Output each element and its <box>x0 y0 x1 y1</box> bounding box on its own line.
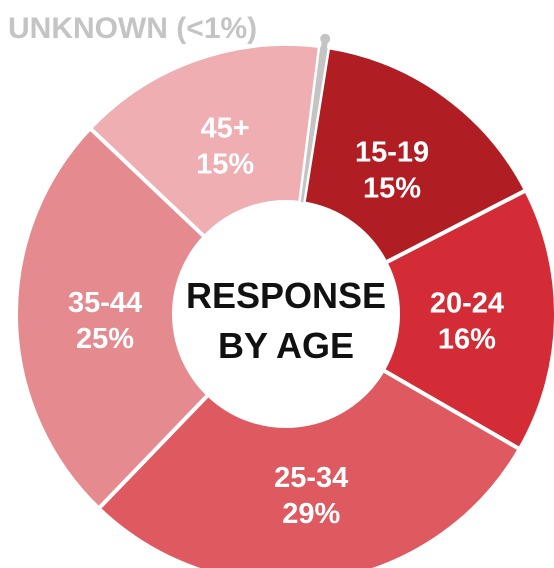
slice-label-15-19: 15-19 <box>355 136 429 168</box>
slice-label-35-44: 35-44 <box>68 287 142 319</box>
center-title-line-1: RESPONSE <box>186 275 386 316</box>
labels-layer: 15-19 15% 20-24 16% 25-34 29% 35-44 25% 45+ 15% <box>68 113 504 531</box>
donut-hole <box>173 201 399 427</box>
slice-label-45: 45+ <box>201 113 250 145</box>
slice-percent-45: 15% <box>196 149 254 181</box>
unknown-callout-dot <box>320 33 331 44</box>
slice-percent-15-19: 15% <box>363 172 421 204</box>
callout-layer: UNKNOWN (<1%) <box>8 12 331 58</box>
center-title-line-2: BY AGE <box>218 325 354 366</box>
slice-label-25-34: 25-34 <box>274 462 348 494</box>
slice-percent-20-24: 16% <box>438 323 496 355</box>
slice-percent-35-44: 25% <box>76 323 134 355</box>
slice-label-20-24: 20-24 <box>430 287 504 319</box>
slice-percent-25-34: 29% <box>282 498 340 530</box>
unknown-callout-label: UNKNOWN (<1%) <box>8 12 257 45</box>
